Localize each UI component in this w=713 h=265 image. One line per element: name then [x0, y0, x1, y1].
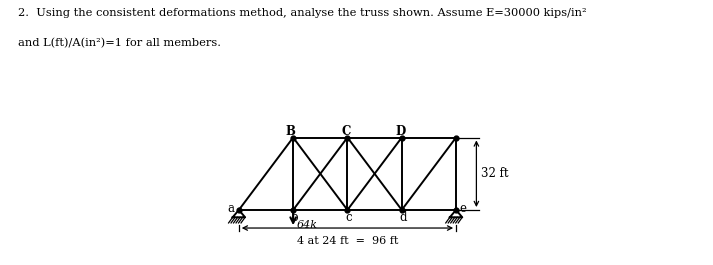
Text: 32 ft: 32 ft [481, 167, 508, 180]
Text: D: D [396, 125, 406, 138]
Text: B: B [286, 125, 296, 138]
Text: d: d [399, 211, 406, 224]
Text: C: C [342, 125, 351, 138]
Text: 64k: 64k [297, 220, 317, 230]
Text: and L(ft)/A(in²)=1 for all members.: and L(ft)/A(in²)=1 for all members. [18, 38, 221, 49]
Text: c: c [345, 211, 352, 224]
Text: a: a [227, 202, 235, 215]
Text: 4 at 24 ft  =  96 ft: 4 at 24 ft = 96 ft [297, 236, 398, 246]
Text: 2.  Using the consistent deformations method, analyse the truss shown. Assume E=: 2. Using the consistent deformations met… [18, 8, 587, 18]
Text: e: e [459, 202, 466, 215]
Text: b: b [290, 211, 298, 224]
